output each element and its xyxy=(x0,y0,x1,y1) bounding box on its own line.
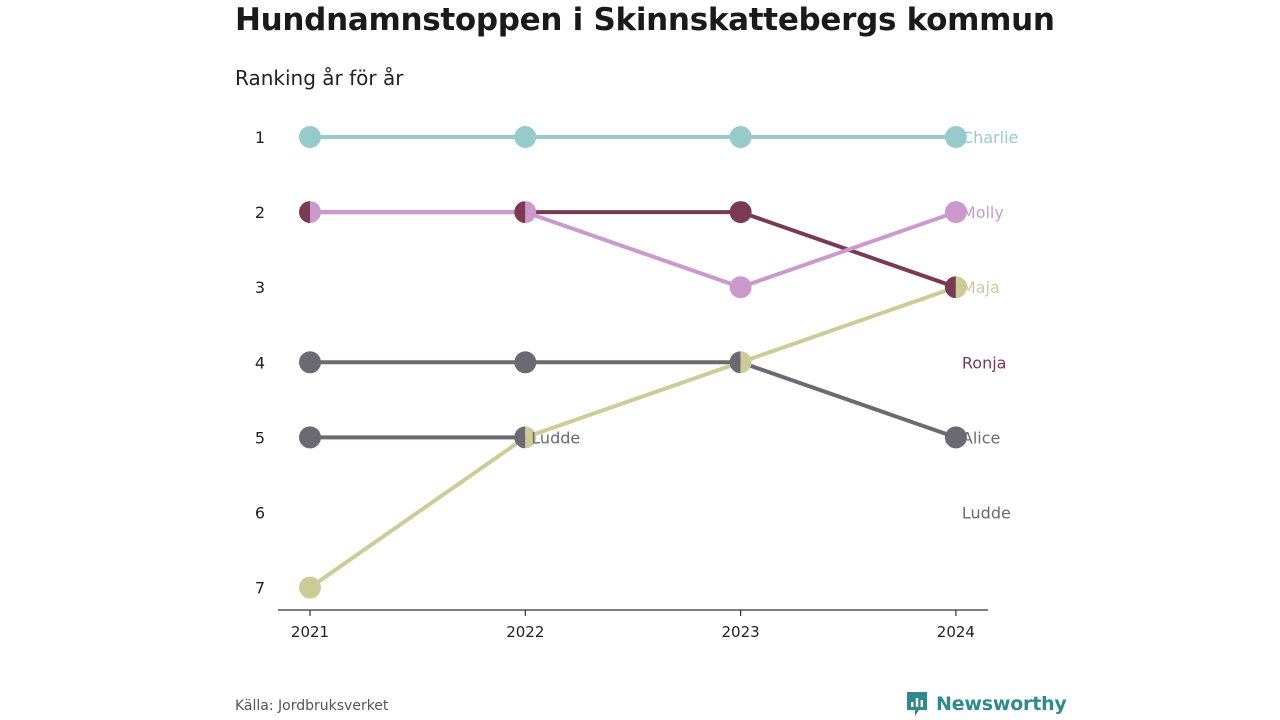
series-point xyxy=(299,201,310,224)
series-end-label: Ronja xyxy=(962,353,1007,372)
chart-subtitle: Ranking år för år xyxy=(235,66,404,90)
chart-title: Hundnamnstoppen i Skinnskattebergs kommu… xyxy=(235,2,1055,38)
series-line xyxy=(308,210,958,290)
series-point xyxy=(514,126,537,148)
series-line xyxy=(308,285,958,590)
series-point xyxy=(299,576,321,599)
series-end-label: Charlie xyxy=(962,128,1018,147)
series-point xyxy=(955,276,967,299)
series-point xyxy=(729,351,741,374)
series-point xyxy=(299,126,321,148)
series-point xyxy=(525,426,537,449)
series-end-label: Ludde xyxy=(962,504,1011,523)
series-point xyxy=(944,126,967,148)
series-point xyxy=(514,201,526,224)
brand-logo[interactable]: Newsworthy xyxy=(905,690,1067,718)
series-point xyxy=(310,201,321,224)
source-note: Källa: Jordbruksverket xyxy=(235,698,389,714)
series-line xyxy=(308,360,958,440)
x-tick-label: 2021 xyxy=(291,623,329,641)
series-inline-label: Ludde xyxy=(531,428,580,447)
y-tick-label: 5 xyxy=(255,428,265,447)
y-tick-label: 7 xyxy=(255,579,265,598)
series-point xyxy=(944,426,967,449)
series-point xyxy=(299,426,321,449)
series-point xyxy=(944,201,967,224)
series-end-label: Molly xyxy=(962,203,1004,222)
series-point xyxy=(514,351,537,374)
chart-speech-bubble-icon xyxy=(907,692,927,716)
series-point xyxy=(514,426,526,449)
y-tick-label: 3 xyxy=(255,278,265,297)
x-tick-label: 2022 xyxy=(506,623,544,641)
y-tick-label: 2 xyxy=(255,203,265,222)
y-tick-label: 6 xyxy=(255,504,265,523)
series-point xyxy=(525,201,537,224)
series-point xyxy=(729,126,752,148)
y-tick-label: 4 xyxy=(255,353,265,372)
series-point xyxy=(729,276,752,299)
bump-chart: 2021 2022 2023 2024 1 2 3 4 5 6 7 Charlie Molly Maja R… xyxy=(255,126,1018,641)
x-tick-label: 2023 xyxy=(722,623,760,641)
brand-name: Newsworthy xyxy=(936,693,1067,715)
series-end-label: Alice xyxy=(962,428,1000,447)
series-point xyxy=(740,351,752,374)
series-point xyxy=(944,276,956,299)
series-point xyxy=(729,201,752,224)
x-tick-label: 2024 xyxy=(937,623,975,641)
series-point xyxy=(299,351,321,374)
series-end-label: Maja xyxy=(962,278,1000,297)
y-tick-label: 1 xyxy=(255,128,265,147)
